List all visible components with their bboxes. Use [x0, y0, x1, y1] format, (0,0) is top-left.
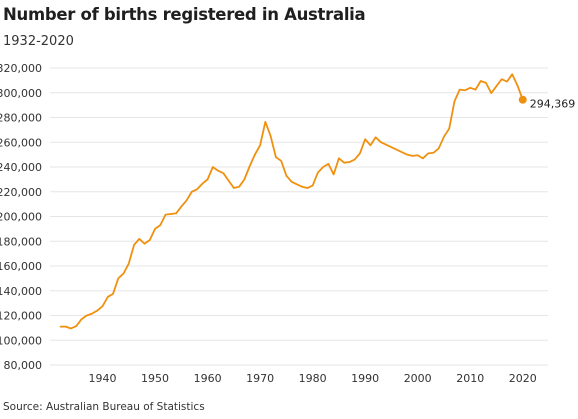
x-tick-label: 1970 — [246, 372, 274, 385]
grid-layer — [50, 67, 548, 366]
x-tick-label: 2010 — [456, 372, 484, 385]
source-note: Source: Australian Bureau of Statistics — [3, 401, 205, 413]
x-axis: 1940 1950 1960 1970 1980 1990 2000 2010 2020 — [89, 372, 537, 385]
chart-title: Number of births registered in Australia — [3, 5, 366, 24]
x-tick-label: 1960 — [194, 372, 222, 385]
y-tick-label: 180,000 — [0, 235, 42, 248]
y-tick-label: 220,000 — [0, 186, 42, 199]
births-series-line — [59, 73, 524, 330]
y-tick-label: 160,000 — [0, 260, 42, 273]
y-tick-label: 80,000 — [4, 359, 43, 372]
chart-subtitle: 1932-2020 — [3, 34, 74, 49]
x-tick-label: 1940 — [89, 372, 117, 385]
y-tick-label: 240,000 — [0, 161, 42, 174]
y-tick-label: 200,000 — [0, 211, 42, 224]
end-point-marker — [518, 95, 527, 104]
end-point-label: 294,369 — [530, 98, 576, 111]
x-tick-label: 2000 — [404, 372, 432, 385]
series-layer: 294,369 — [59, 73, 576, 330]
x-tick-label: 1950 — [141, 372, 169, 385]
y-tick-label: 320,000 — [0, 62, 42, 75]
y-tick-label: 280,000 — [0, 112, 42, 125]
y-tick-label: 260,000 — [0, 136, 42, 149]
y-tick-label: 100,000 — [0, 334, 42, 347]
y-axis: 80,000 100,000 120,000 140,000 160,000 180,00… — [0, 62, 42, 372]
x-tick-label: 1990 — [351, 372, 379, 385]
x-tick-label: 1980 — [299, 372, 327, 385]
x-tick-label: 2020 — [509, 372, 537, 385]
y-tick-label: 140,000 — [0, 285, 42, 298]
y-tick-label: 120,000 — [0, 310, 42, 323]
y-tick-label: 300,000 — [0, 87, 42, 100]
